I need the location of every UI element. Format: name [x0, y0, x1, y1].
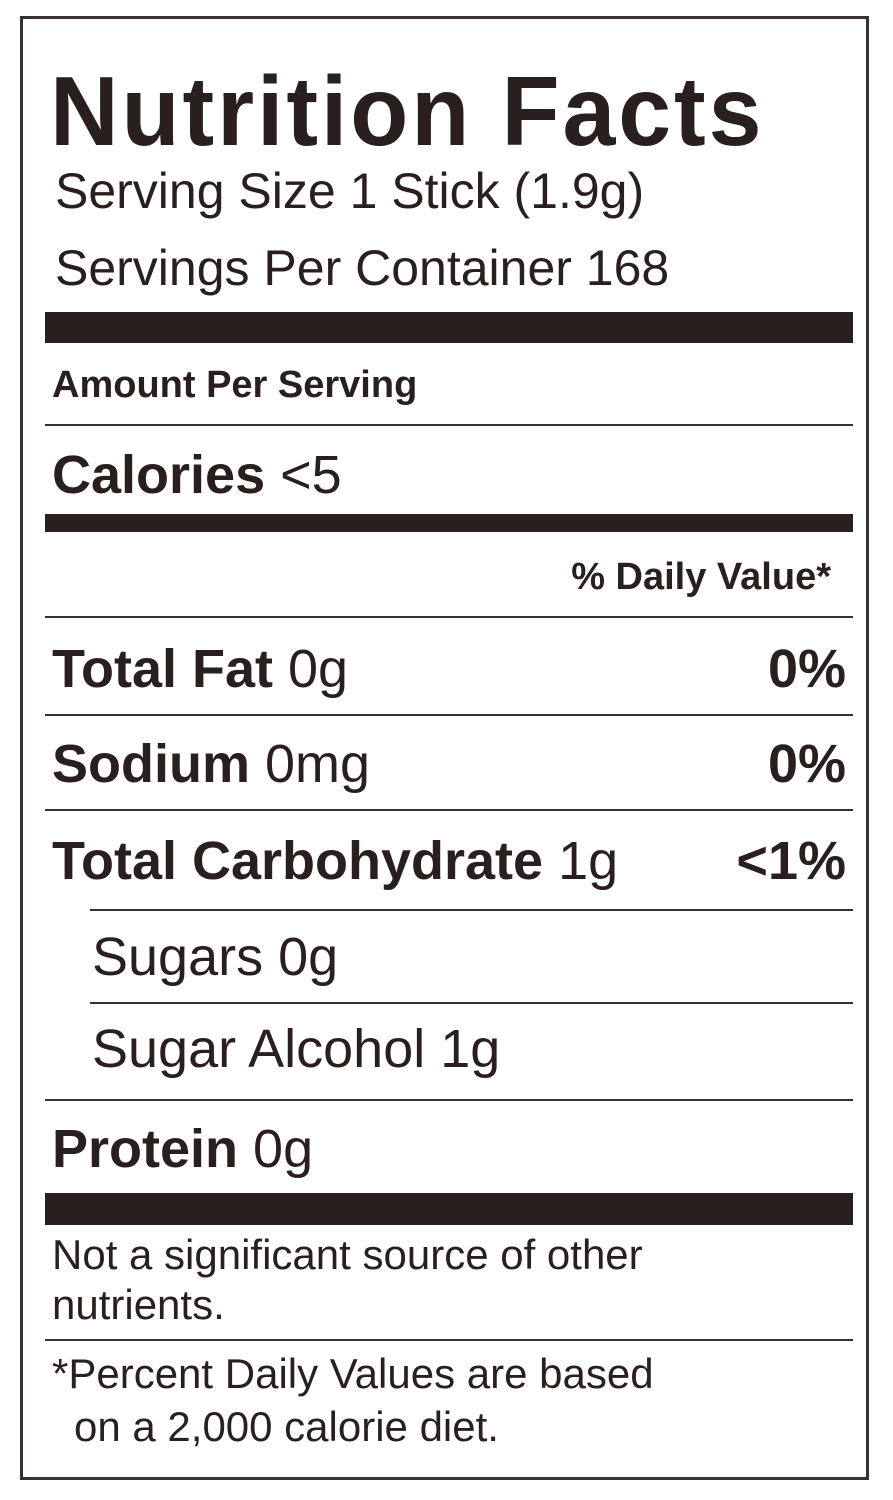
divider [45, 424, 853, 426]
nutrient-amount: 0g [288, 639, 349, 699]
thick-divider [45, 514, 853, 532]
note-line-2: nutrients. [52, 1281, 225, 1328]
divider [90, 1002, 853, 1004]
divider [45, 1099, 853, 1101]
nutrient-dv: <1% [736, 831, 846, 891]
nutrient-row-total-fat: Total Fat 0g [52, 642, 348, 696]
divider [45, 714, 853, 716]
calories-value: <5 [280, 445, 342, 505]
nutrient-label: Total Carbohydrate [52, 831, 544, 891]
nutrient-amount: 0mg [265, 734, 371, 794]
nutrient-row-sugar-alcohol: Sugar Alcohol 1g [92, 1019, 501, 1079]
daily-value-header: % Daily Value* [571, 556, 831, 598]
calories-label: Calories [52, 445, 266, 505]
footnote-line-1: *Percent Daily Values are based [52, 1350, 654, 1397]
calories-row: Calories <5 [52, 448, 342, 502]
note-line-1: Not a significant source of other [52, 1231, 643, 1278]
divider [90, 909, 853, 911]
nutrient-dv: 0% [767, 734, 846, 794]
nutrient-label: Total Fat [52, 639, 273, 699]
nutrient-row-total-carbohydrate: Total Carbohydrate 1g [52, 834, 618, 888]
nutrient-row-sugars: Sugars 0g [92, 927, 339, 987]
amount-per-serving: Amount Per Serving [52, 364, 418, 406]
nutrient-dv: 0% [767, 639, 846, 699]
nutrient-row-sodium: Sodium 0mg [52, 737, 370, 791]
footnote-line-2: on a 2,000 calorie diet. [74, 1403, 499, 1450]
title: Nutrition Facts [50, 56, 765, 166]
divider [45, 616, 853, 618]
serving-size: Serving Size 1 Stick (1.9g) [55, 163, 645, 219]
servings-per-container: Servings Per Container 168 [55, 240, 670, 296]
nutrient-amount: 0g [253, 1119, 314, 1179]
nutrient-row-protein: Protein 0g [52, 1122, 313, 1176]
label-border [20, 16, 869, 1480]
nutrient-label: Sodium [52, 734, 250, 794]
thick-divider [45, 1193, 853, 1225]
divider [45, 1339, 853, 1341]
divider [45, 809, 853, 811]
nutrient-label: Protein [52, 1119, 239, 1179]
thick-divider [45, 312, 853, 343]
nutrient-amount: 1g [558, 831, 619, 891]
